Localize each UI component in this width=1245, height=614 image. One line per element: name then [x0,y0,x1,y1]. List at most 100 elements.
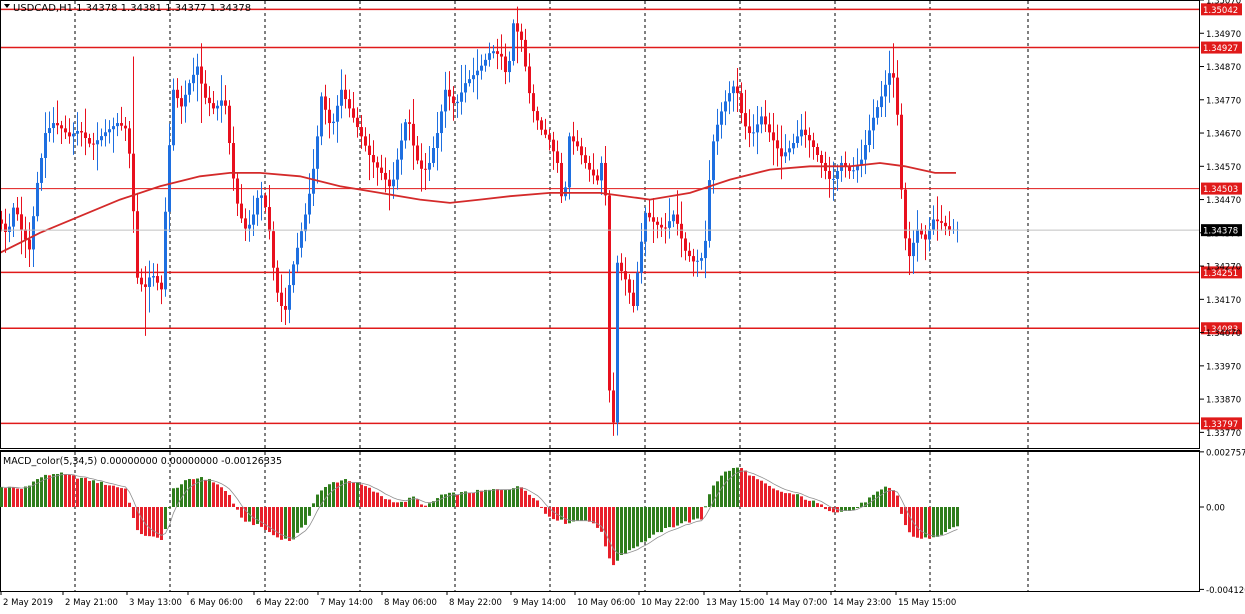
candle-body [744,113,747,127]
candle-body [32,216,35,250]
candle-body [384,172,387,180]
price-level-label: 1.34251 [1203,269,1238,279]
time-tick-label: 6 May 06:00 [190,598,243,608]
candle-body [596,175,599,181]
main-panel-border [0,0,1200,449]
macd-bar [832,507,835,513]
candle-body [784,152,787,157]
price-level-tag [1201,3,1242,16]
macd-bar [516,486,519,507]
candle-body [140,277,143,285]
candle-body [764,116,767,125]
macd-bar [148,507,151,537]
candle-body [512,23,515,61]
macd-bar [160,507,163,540]
macd-bar [740,468,743,507]
macd-bar [712,485,715,507]
macd-bar [324,487,327,507]
candle-body [624,271,627,280]
macd-bar [428,503,431,507]
macd-bar [188,478,191,507]
macd-bar [616,507,619,561]
macd-bar [744,470,747,507]
candle-body [880,96,883,108]
candle-body [216,105,219,109]
macd-bar [720,475,723,507]
macd-bar [424,505,427,507]
macd-bar [644,507,647,542]
macd-bar [400,501,403,507]
dropdown-triangle-icon[interactable] [4,4,10,8]
candle-body [220,100,223,106]
candle-body [68,132,71,137]
candle-body [152,276,155,278]
macd-bar [112,485,115,507]
candle-body [888,73,891,85]
candle-body [696,260,699,262]
candle-body [244,218,247,229]
candle-body [268,207,271,232]
candle-body [796,136,799,144]
candle-body [428,162,431,170]
candle-body [924,234,927,240]
macd-tick-label: -0.004120 [1206,586,1245,596]
macd-bar [240,507,243,518]
candle-body [908,238,911,257]
macd-bar [544,507,547,514]
macd-bar [952,507,955,528]
candle-body [476,70,479,76]
price-axis[interactable]: 1.35070 1.34970 1.34870 1.34770 1.34670 1.345… [1200,0,1242,439]
price-level-tag [1201,417,1242,430]
macd-bar [200,477,203,507]
macd-bar [732,467,735,507]
candle-body [316,136,319,169]
macd-bar [352,482,355,507]
candle-body [212,103,215,109]
macd-bar [620,507,623,555]
time-tick-label: 6 May 22:00 [256,598,309,608]
macd-bar [68,474,71,507]
macd-bar [64,474,67,507]
macd-bar [808,500,811,507]
macd-bar [932,507,935,538]
macd-bar [892,490,895,507]
candle-body [872,117,875,131]
macd-bar [624,507,627,554]
candle-body [120,123,123,126]
macd-bar [172,488,175,507]
price-level-label: 1.34503 [1203,185,1238,195]
candle-body [448,89,451,97]
macd-bar [416,499,419,507]
macd-bar [804,499,807,507]
candle-body [592,169,595,176]
candle-body [124,125,127,129]
macd-bar [4,488,7,507]
candle-body [836,170,839,179]
candle-body [380,167,383,173]
macd-bar [316,494,319,507]
candle-body [656,221,659,225]
current-price-label: 1.34378 [1203,227,1238,237]
macd-bar [348,481,351,507]
macd-bar [128,502,131,507]
macd-bar [676,507,679,526]
candle-body [132,153,135,212]
candle-body [176,89,179,99]
macd-bar [224,491,227,507]
symbol-header[interactable]: USDCAD,H1 1.34378 1.34381 1.34377 1.3437… [4,3,251,14]
macd-bar [132,507,135,518]
candle-body [688,250,691,257]
macd-bar [700,507,703,520]
candle-body [168,145,171,212]
candle-body [748,126,751,134]
macd-bar [336,482,339,507]
macd-bar [376,492,379,507]
macd-bar [268,507,271,533]
candle-body [128,128,131,154]
candles-group [0,6,959,436]
candle-body [340,89,343,106]
price-tick-label: 1.33870 [1206,396,1241,406]
macd-bar [868,497,871,507]
